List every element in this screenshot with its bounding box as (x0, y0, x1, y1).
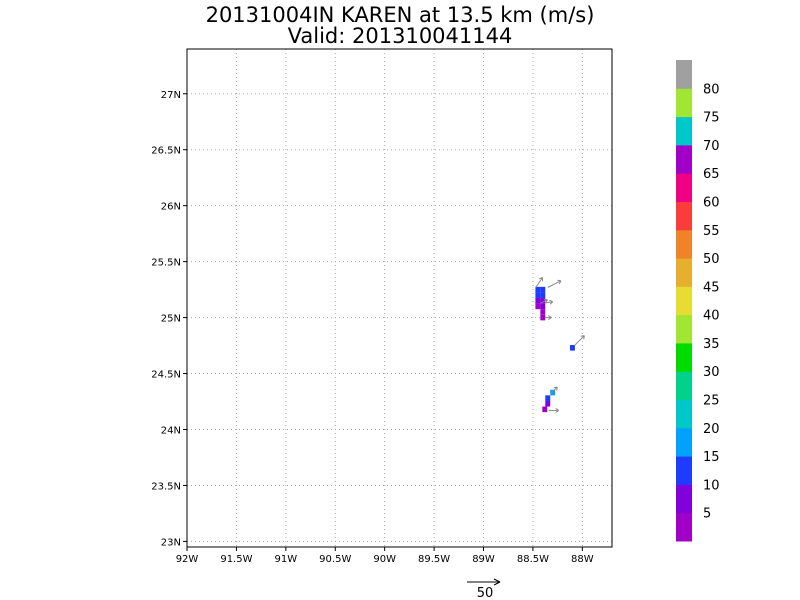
chart-title: 20131004IN KAREN at 13.5 km (m/s) (206, 3, 595, 27)
colorbar-label: 15 (703, 450, 720, 465)
colorbar-label: 50 (703, 252, 720, 267)
colorbar-swatch (676, 258, 692, 287)
data-cell (540, 292, 546, 298)
reference-vector-label: 50 (477, 586, 494, 600)
colorbar-swatch (676, 60, 692, 89)
y-tick-label: 25N (161, 314, 181, 325)
y-tick-label: 25.5N (151, 258, 181, 269)
colorbar-label: 20 (703, 422, 720, 437)
data-cell (540, 286, 546, 293)
y-tick-label: 26.5N (151, 146, 181, 157)
plot-frame (186, 48, 613, 548)
data-cell (542, 406, 548, 413)
x-tick-label: 90.5W (319, 554, 351, 565)
chart-subtitle: Valid: 201310041144 (288, 24, 513, 48)
colorbar-swatch (676, 144, 692, 174)
wind-vector (548, 407, 559, 413)
colorbar-label: 25 (703, 394, 720, 409)
wind-vector (550, 386, 558, 395)
wind-vector (544, 299, 554, 305)
y-tick-label: 24.5N (151, 370, 181, 381)
colorbar-label: 65 (703, 167, 720, 182)
x-tick-label: 88W (571, 554, 594, 565)
reference-arrow-head (493, 578, 501, 586)
y-tick-label: 27N (161, 90, 181, 101)
x-tick-label: 91.5W (220, 554, 252, 565)
wind-vector (544, 315, 552, 321)
data-cell (540, 298, 546, 304)
data-cell (535, 298, 541, 304)
colorbar-label: 55 (703, 224, 720, 239)
colorbar-swatch (676, 512, 692, 542)
x-axis: 92W 91.5W 91W 90.5W 90W 89.5W 89W 88.5W 88W (176, 547, 594, 565)
colorbar-swatch (676, 371, 692, 401)
x-tick-label: 89W (472, 554, 495, 565)
x-tick-label: 92W (176, 554, 199, 565)
colorbar-label: 40 (703, 309, 720, 324)
colorbar-label: 30 (703, 365, 720, 380)
colorbar-label: 5 (703, 507, 711, 522)
data-cell (540, 314, 546, 321)
colorbar-label: 45 (703, 280, 720, 295)
data-cell (540, 303, 546, 310)
data-cell (550, 389, 556, 396)
y-tick-label: 26N (161, 202, 181, 213)
data-cell (535, 303, 541, 310)
y-axis: 23N 23.5N 24N 24.5N 25N 25.5N 26N 26.5N 27N (151, 90, 187, 548)
colorbar-swatch (676, 173, 692, 202)
colorbar-swatch (676, 484, 692, 514)
colorbar-label: 70 (703, 139, 720, 154)
data-cell (535, 292, 541, 298)
colorbar-swatch (676, 116, 692, 146)
wind-vectors (535, 277, 585, 413)
y-tick-label: 23.5N (151, 481, 181, 492)
x-tick-label: 89.5W (418, 554, 450, 565)
colorbar-swatch (676, 314, 692, 344)
data-cells (535, 286, 575, 413)
colorbar-label: 80 (703, 82, 720, 97)
x-tick-label: 88.5W (517, 554, 549, 565)
colorbar-label: 75 (703, 111, 720, 126)
y-tick-label: 24N (161, 425, 181, 436)
data-cell (535, 286, 541, 293)
colorbar-swatch (676, 427, 692, 457)
data-cell (545, 395, 551, 401)
colorbar-swatch (676, 399, 692, 429)
y-tick-label: 23N (161, 537, 181, 548)
reference-vector: 50 (467, 578, 501, 600)
colorbar-swatch (676, 286, 692, 316)
data-cell (569, 345, 575, 351)
wind-vector (535, 277, 544, 288)
colorbar-label: 10 (703, 478, 720, 493)
colorbar-swatch (676, 456, 692, 485)
colorbar-label: 35 (703, 337, 720, 352)
wind-vector (547, 279, 562, 288)
colorbar: 5 10 15 20 25 30 35 40 45 50 55 60 65 70 75 80 (676, 60, 720, 542)
colorbar-swatch (676, 201, 692, 231)
colorbar-label: 60 (703, 195, 720, 210)
data-cell (540, 309, 546, 315)
data-cell (545, 400, 551, 407)
colorbar-swatch (676, 229, 692, 259)
wind-vector (574, 335, 585, 346)
x-tick-label: 90W (373, 554, 396, 565)
colorbar-swatch (676, 342, 692, 372)
x-tick-label: 91W (275, 554, 298, 565)
grid-lines (186, 49, 612, 547)
colorbar-swatch (676, 88, 692, 118)
